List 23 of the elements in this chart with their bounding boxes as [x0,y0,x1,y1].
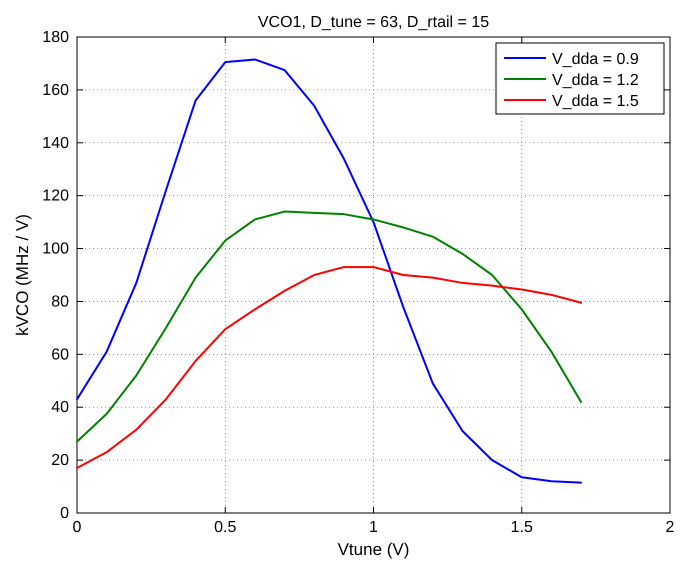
y-tick-label: 20 [51,452,70,470]
legend-label: V_dda = 1.2 [552,72,639,89]
x-tick-label: 0.5 [214,519,236,536]
line-series [76,210,582,443]
x-tick-label: 1 [369,519,378,536]
y-tick-label: 180 [42,29,70,46]
x-tick-label: 2 [666,519,675,536]
chart-title: VCO1, D_tune = 63, D_rtail = 15 [258,14,490,31]
y-tick-label: 60 [51,346,70,364]
x-axis-title: Vtune (V) [338,540,410,559]
y-tick-label: 80 [51,293,70,310]
legend-label: V_dda = 0.9 [552,51,639,68]
y-tick-label: 140 [42,134,70,152]
y-tick-label: 120 [42,188,70,205]
y-tick-label: 40 [51,399,70,416]
y-tick-label: 160 [42,82,70,99]
line-series [76,266,582,470]
y-axis-title: kVCO (MHz / V) [13,214,32,336]
y-tick-label: 100 [42,240,70,258]
x-tick-label: 0 [72,519,82,536]
x-tick-label: 1.5 [510,519,533,536]
legend-label: V_dda = 1.5 [552,93,639,110]
y-tick-label: 0 [60,505,70,522]
